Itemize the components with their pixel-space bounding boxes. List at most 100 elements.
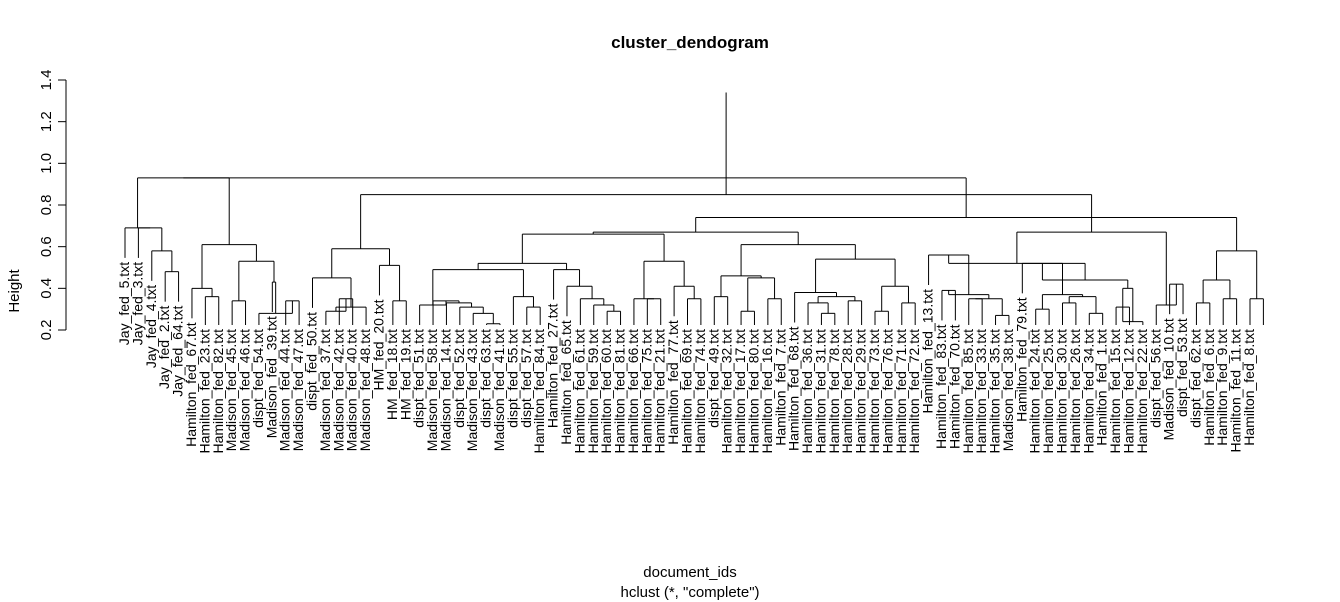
- leaf-label: Madison_fed_40.txt: [344, 329, 360, 451]
- leaf-label: Hamilton_fed_36.txt: [799, 329, 815, 454]
- leaf-label: Hamilton_fed_71.txt: [893, 329, 909, 454]
- leaf-label: Hamilton_fed_31.txt: [812, 329, 828, 454]
- leaf-label: Hamilton_fed_7.txt: [772, 329, 788, 446]
- leaf-label: Madison_fed_43.txt: [464, 329, 480, 451]
- leaf-label: Madison_fed_14.txt: [437, 329, 453, 451]
- leaf-label: Hamilton_fed_65.txt: [558, 320, 574, 445]
- leaf-label: dispt_fed_57.txt: [518, 329, 534, 428]
- leaf-label: Hamilton_fed_73.txt: [866, 329, 882, 454]
- leaf-label: Jay_fed_2.txt: [156, 306, 172, 389]
- leaf-label: Hamilton_fed_82.txt: [210, 329, 226, 454]
- leaf-label: Jay_fed_3.txt: [129, 262, 145, 345]
- leaf-label: dispt_fed_63.txt: [478, 329, 494, 428]
- leaf-label: Hamilton_fed_21.txt: [652, 329, 668, 454]
- leaf-label: Jay_fed_64.txt: [170, 306, 186, 397]
- leaf-label: Hamilton_fed_67.txt: [183, 322, 199, 447]
- leaf-label: Hamilton_fed_33.txt: [973, 329, 989, 454]
- leaf-label: dispt_fed_49.txt: [705, 329, 721, 428]
- leaf-label: Madison_fed_58.txt: [424, 329, 440, 451]
- leaf-label: Madison_fed_48.txt: [357, 329, 373, 451]
- leaf-label: Madison_fed_44.txt: [277, 329, 293, 451]
- leaf-label: Hamilton_fed_11.txt: [1228, 329, 1244, 453]
- chart-title: cluster_dendogram: [611, 33, 769, 52]
- leaf-label: Hamilton_fed_60.txt: [598, 329, 614, 454]
- leaf-label: Madison_fed_37.txt: [317, 329, 333, 451]
- leaf-label: Hamilton_fed_15.txt: [1107, 329, 1123, 454]
- y-tick-label: 1.2: [38, 111, 55, 132]
- y-axis-label: Height: [6, 268, 23, 312]
- leaf-label: Hamilton_fed_77.txt: [665, 320, 681, 445]
- leaf-label: Hamilton_fed_85.txt: [960, 329, 976, 454]
- leaf-label: dispt_fed_51.txt: [411, 329, 427, 428]
- y-tick-label: 0.6: [38, 236, 55, 257]
- leaf-label: HM_fed_20.txt: [370, 299, 386, 390]
- leaf-label: Madison_fed_41.txt: [491, 329, 507, 451]
- leaf-label: Hamilton_fed_26.txt: [1067, 329, 1083, 454]
- leaf-label: Madison_fed_39.txt: [263, 316, 279, 438]
- leaf-label: Hamilton_fed_69.txt: [679, 329, 695, 454]
- leaf-label: Madison_fed_47.txt: [290, 329, 306, 451]
- leaf-label: dispt_fed_56.txt: [1147, 329, 1163, 428]
- leaf-label: Hamilton_fed_27.txt: [545, 303, 561, 428]
- leaf-label: Hamilton_fed_59.txt: [585, 329, 601, 454]
- leaf-label: Madison_fed_42.txt: [330, 329, 346, 451]
- leaf-label: Hamilton_fed_23.txt: [196, 329, 212, 454]
- leaf-label: Hamilton_fed_72.txt: [906, 329, 922, 454]
- leaf-label: Hamilton_fed_83.txt: [933, 324, 949, 449]
- leaf-label: Hamilton_fed_74.txt: [692, 329, 708, 454]
- leaf-label: Hamilton_fed_34.txt: [1080, 329, 1096, 454]
- chart-subtitle: hclust (*, "complete"): [620, 584, 759, 601]
- leaf-label: Madison_fed_38.txt: [1000, 329, 1016, 451]
- leaf-label: HM_fed_19.txt: [397, 329, 413, 420]
- y-tick-label: 1.4: [38, 70, 55, 91]
- leaf-label: Hamilton_fed_17.txt: [732, 329, 748, 454]
- leaf-label: Madison_fed_45.txt: [223, 329, 239, 451]
- x-axis-label: document_ids: [643, 564, 736, 581]
- leaf-label: dispt_fed_62.txt: [1187, 329, 1203, 428]
- leaf-label: Hamilton_fed_32.txt: [719, 329, 735, 454]
- leaf-label: dispt_fed_53.txt: [1174, 318, 1190, 417]
- leaf-label: Hamilton_fed_79.txt: [1013, 297, 1029, 422]
- leaf-label: Hamilton_fed_70.txt: [946, 324, 962, 449]
- leaf-labels: Jay_fed_5.txtJay_fed_3.txtJay_fed_4.txtJ…: [116, 262, 1257, 454]
- dendrogram-tree: [124, 92, 1264, 325]
- leaf-label: Hamilton_fed_12.txt: [1120, 329, 1136, 454]
- leaf-label: Hamilton_fed_30.txt: [1054, 329, 1070, 454]
- leaf-label: Madison_fed_10.txt: [1161, 318, 1177, 440]
- y-tick-label: 1.0: [38, 153, 55, 174]
- leaf-label: Hamilton_fed_66.txt: [625, 329, 641, 454]
- leaf-label: Hamilton_fed_80.txt: [745, 329, 761, 454]
- leaf-label: Hamilton_fed_22.txt: [1134, 329, 1150, 454]
- leaf-label: Hamilton_fed_78.txt: [826, 329, 842, 454]
- leaf-label: Hamilton_fed_29.txt: [853, 329, 869, 454]
- leaf-label: Hamilton_fed_81.txt: [612, 329, 628, 454]
- y-axis: 0.2 0.4 0.6 0.8 1.0 1.2 1.4: [38, 70, 67, 341]
- leaf-label: Hamilton_fed_75.txt: [638, 329, 654, 454]
- leaf-label: Hamilton_fed_68.txt: [786, 326, 802, 451]
- leaf-label: Hamilton_fed_76.txt: [879, 329, 895, 454]
- leaf-label: dispt_fed_55.txt: [504, 329, 520, 428]
- y-tick-label: 0.4: [38, 278, 55, 299]
- leaf-label: Hamilton_fed_13.txt: [920, 289, 936, 414]
- leaf-label: Hamilton_fed_8.txt: [1241, 329, 1257, 446]
- leaf-label: Hamilton_fed_16.txt: [759, 329, 775, 454]
- leaf-label: Jay_fed_5.txt: [116, 262, 132, 345]
- leaf-label: Jay_fed_4.txt: [143, 285, 159, 368]
- leaf-label: dispt_fed_50.txt: [304, 312, 320, 411]
- leaf-label: dispt_fed_54.txt: [250, 329, 266, 428]
- leaf-label: Hamilton_fed_6.txt: [1201, 329, 1217, 446]
- leaf-label: Hamilton_fed_28.txt: [839, 329, 855, 454]
- leaf-label: Hamilton_fed_24.txt: [1027, 329, 1043, 454]
- y-tick-label: 0.8: [38, 195, 55, 216]
- y-tick-label: 0.2: [38, 320, 55, 341]
- leaf-label: Madison_fed_46.txt: [237, 329, 253, 451]
- leaf-label: Hamilton_fed_35.txt: [987, 329, 1003, 454]
- leaf-label: Hamilton_fed_9.txt: [1214, 329, 1230, 446]
- leaf-label: dispt_fed_52.txt: [451, 329, 467, 428]
- leaf-label: Hamilton_fed_84.txt: [531, 329, 547, 454]
- leaf-label: Hamilton_fed_61.txt: [571, 329, 587, 454]
- leaf-label: HM_fed_18.txt: [384, 329, 400, 420]
- leaf-label: Hamilton_fed_25.txt: [1040, 329, 1056, 454]
- leaf-label: Hamilton_fed_1.txt: [1094, 329, 1110, 446]
